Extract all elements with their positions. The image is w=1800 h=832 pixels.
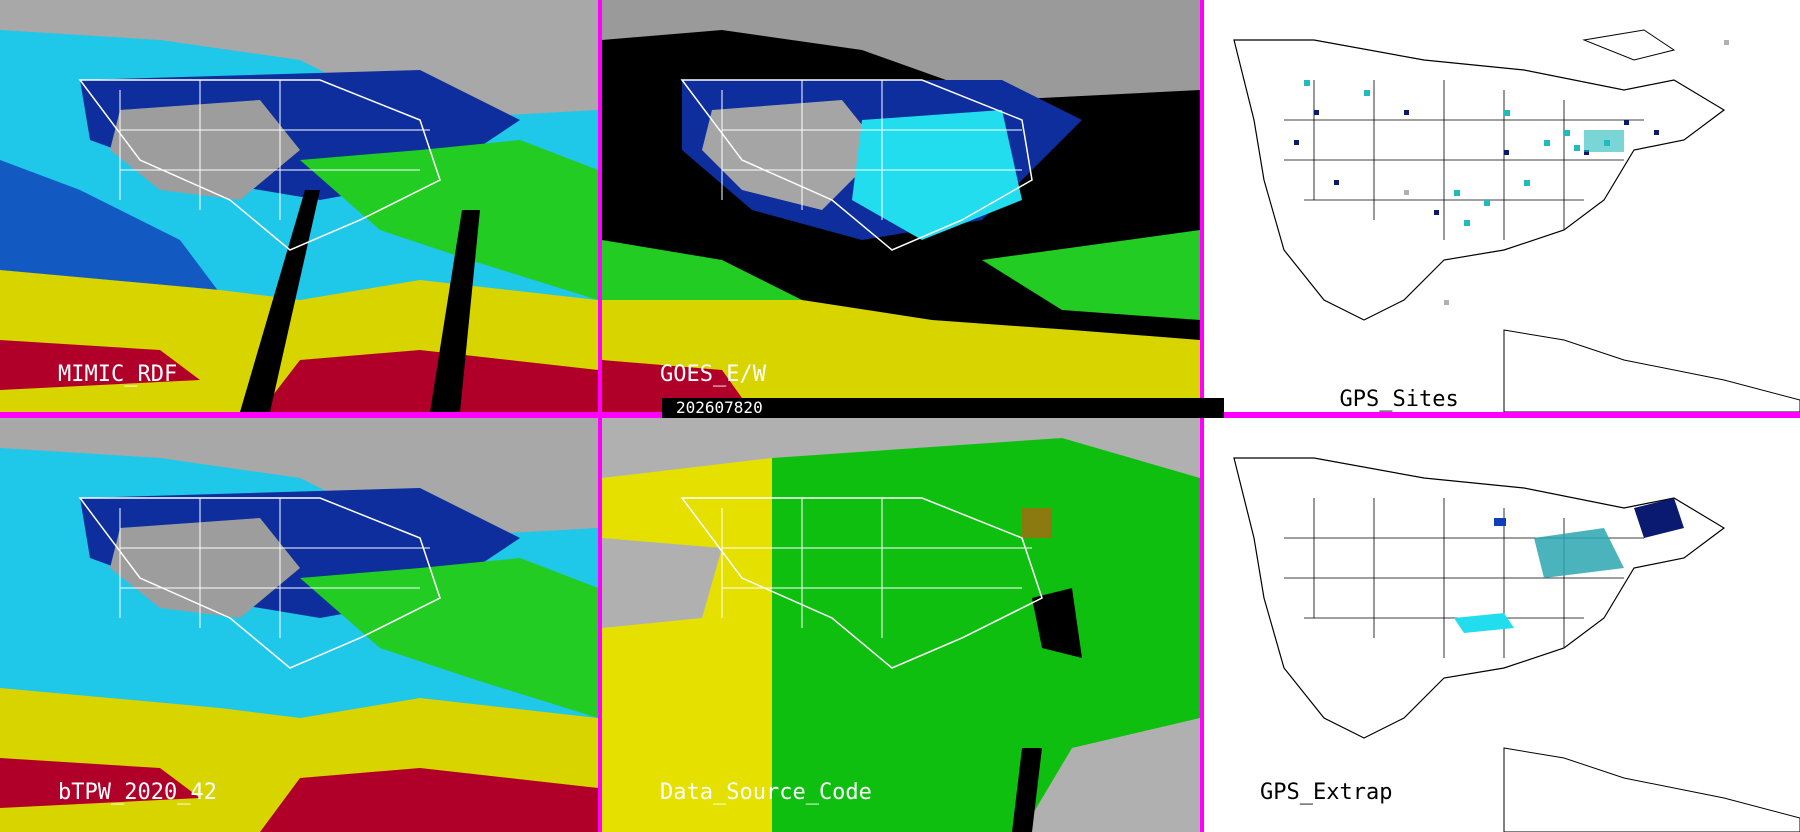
panel-label: GOES_E/W [660, 362, 766, 387]
timestamp-bar: 202607820 [662, 398, 1224, 418]
panel-label: bTPW_2020_42 [58, 780, 217, 805]
panel-btpw: bTPW_2020_42 [0, 418, 598, 832]
panel-mimic-rdf: MIMIC_RDF [0, 0, 598, 412]
panel-goes-ew: GOES_E/W [602, 0, 1200, 412]
btpw-map-image [0, 418, 598, 832]
panel-label: GPS_Extrap [1260, 780, 1393, 805]
panel-label-text: GPS_Sites [1339, 387, 1459, 412]
gps-extrap-map-image [1204, 418, 1800, 832]
panel-label: Data_Source_Code [660, 780, 872, 805]
data-source-map-image [602, 418, 1200, 832]
panel-data-source-code: Data_Source_Code [602, 418, 1200, 832]
goes-map-image [602, 0, 1200, 412]
panel-label: GPS_Sites 190 [1260, 362, 1459, 412]
mimic-map-image [0, 0, 598, 412]
gps-sites-map-image [1204, 0, 1800, 412]
panel-gps-sites: GPS_Sites 190 [1204, 0, 1800, 412]
panel-label: MIMIC_RDF [58, 362, 178, 387]
panel-gps-extrap: GPS_Extrap [1204, 418, 1800, 832]
